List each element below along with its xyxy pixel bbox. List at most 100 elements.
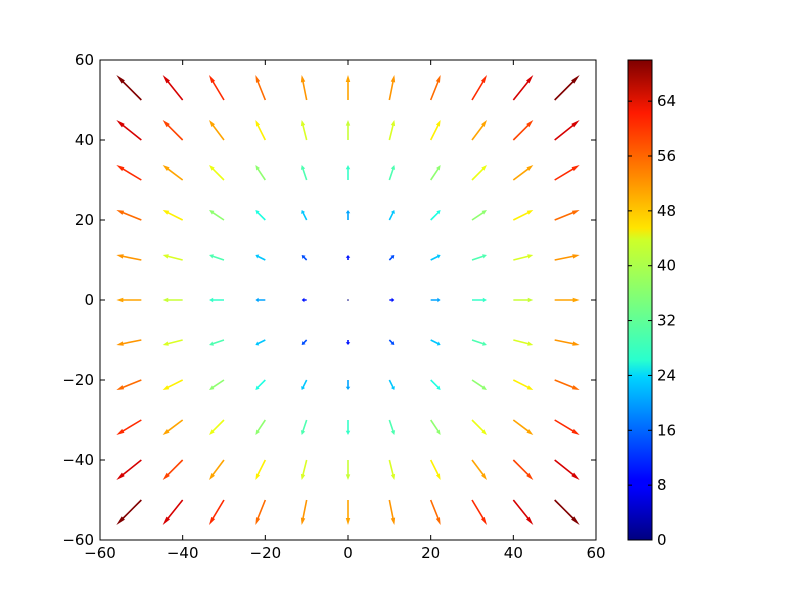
quiver-arrow <box>554 120 580 141</box>
quiver-arrow <box>300 120 308 141</box>
quiver-arrow <box>209 419 225 435</box>
x-axis: −60 −40 −20 0 20 40 60 <box>84 60 606 562</box>
quiver-arrow <box>162 297 183 303</box>
colorbar: 0 8 16 24 32 40 48 56 64 <box>627 59 676 549</box>
colorbar-tick-label: 40 <box>657 257 676 275</box>
quiver-arrow <box>209 297 224 303</box>
quiver-arrow <box>345 75 351 100</box>
y-tick-label: 0 <box>84 291 94 309</box>
quiver-arrow <box>554 339 580 346</box>
quiver-arrow <box>208 379 225 391</box>
x-tick-label: 0 <box>343 544 353 562</box>
quiver-arrow <box>554 419 580 436</box>
quiver-arrow <box>430 419 441 436</box>
quiver-arrow <box>471 499 488 526</box>
quiver-arrow <box>300 164 308 181</box>
quiver-arrow <box>116 499 142 525</box>
quiver-arrow <box>208 74 225 101</box>
quiver-arrow <box>512 165 534 181</box>
quiver-arrow <box>430 297 441 303</box>
quiver-arrow <box>300 74 308 101</box>
quiver-arrow <box>554 499 580 525</box>
quiver-arrow <box>208 209 225 221</box>
quiver-arrow <box>208 254 225 261</box>
quiver-arrow <box>255 254 266 261</box>
quiver-arrow <box>430 254 441 261</box>
y-tick-label: −40 <box>62 451 94 469</box>
quiver-arrow <box>116 210 142 221</box>
quiver-arrow <box>255 459 267 481</box>
quiver-arrow <box>513 297 534 303</box>
y-tick-label: −20 <box>62 371 94 389</box>
quiver-arrow <box>388 379 395 390</box>
quiver-arrow <box>300 459 308 480</box>
quiver-arrow <box>162 164 184 181</box>
quiver-arrow <box>554 459 580 480</box>
quiver-arrow <box>345 420 351 435</box>
x-tick-label: −60 <box>84 544 116 562</box>
quiver-arrow <box>388 339 395 346</box>
quiver-arrow <box>301 339 308 346</box>
quiver-arrow <box>116 75 142 101</box>
quiver-arrow <box>162 254 183 261</box>
quiver-arrow <box>345 120 351 140</box>
quiver-arrow <box>554 297 580 303</box>
quiver-arrow <box>472 297 487 303</box>
quiver-arrow <box>255 379 266 390</box>
colorbar-tick-label: 64 <box>657 92 676 110</box>
quiver-arrow <box>554 75 580 101</box>
quiver-arrow <box>300 419 308 436</box>
quiver-arrow <box>162 75 184 101</box>
quiver-arrow <box>388 120 396 141</box>
quiver-arrow <box>430 379 441 390</box>
quiver-arrow <box>347 299 349 301</box>
x-tick-label: −40 <box>167 544 199 562</box>
quiver-arrow <box>471 209 488 221</box>
quiver-arrow <box>301 379 308 390</box>
quiver-arrow <box>471 165 487 181</box>
quiver-arrow <box>162 209 184 221</box>
y-tick-label: −60 <box>62 531 94 549</box>
quiver-arrow <box>345 165 351 180</box>
quiver-arrow <box>388 164 396 181</box>
y-tick-label: 40 <box>75 131 94 149</box>
quiver-arrow <box>116 379 142 390</box>
quiver-arrow <box>345 255 351 260</box>
x-tick-label: −20 <box>250 544 282 562</box>
quiver-arrow <box>162 419 184 436</box>
colorbar-gradient <box>628 60 652 540</box>
quiver-arrow <box>471 419 487 435</box>
quiver-arrow <box>255 297 266 303</box>
quiver-arrow <box>162 499 184 525</box>
colorbar-tick-label: 0 <box>657 531 667 549</box>
quiver-arrow <box>388 419 396 436</box>
quiver-arrow <box>429 499 441 525</box>
quiver-arrow <box>388 74 396 101</box>
y-tick-label: 20 <box>75 211 94 229</box>
quiver-arrow <box>429 119 441 141</box>
quiver-arrow <box>554 164 580 181</box>
quiver-arrow <box>255 339 266 346</box>
quiver-arrow <box>255 75 267 101</box>
quiver-arrow <box>301 297 307 303</box>
quiver-arrow <box>162 119 184 141</box>
quiver-arrow <box>430 339 441 346</box>
quiver-arrow <box>389 297 395 303</box>
quiver-arrow <box>512 209 534 221</box>
quiver-arrow <box>116 254 142 261</box>
quiver-arrow <box>429 459 441 481</box>
colorbar-ticks: 0 8 16 24 32 40 48 56 64 <box>628 92 676 549</box>
quiver-arrow <box>554 254 580 261</box>
colorbar-tick-label: 48 <box>657 202 676 220</box>
x-tick-label: 60 <box>586 544 605 562</box>
quiver-arrow <box>116 419 142 436</box>
quiver-arrow <box>116 459 142 480</box>
quiver-arrow <box>116 339 142 346</box>
colorbar-tick-label: 8 <box>657 476 667 494</box>
y-axis: −60 −40 −20 0 20 40 60 <box>62 51 596 549</box>
quiver-arrows <box>116 74 580 526</box>
quiver-arrow <box>255 210 266 221</box>
quiver-arrow <box>208 339 225 346</box>
quiver-arrow <box>430 210 441 221</box>
